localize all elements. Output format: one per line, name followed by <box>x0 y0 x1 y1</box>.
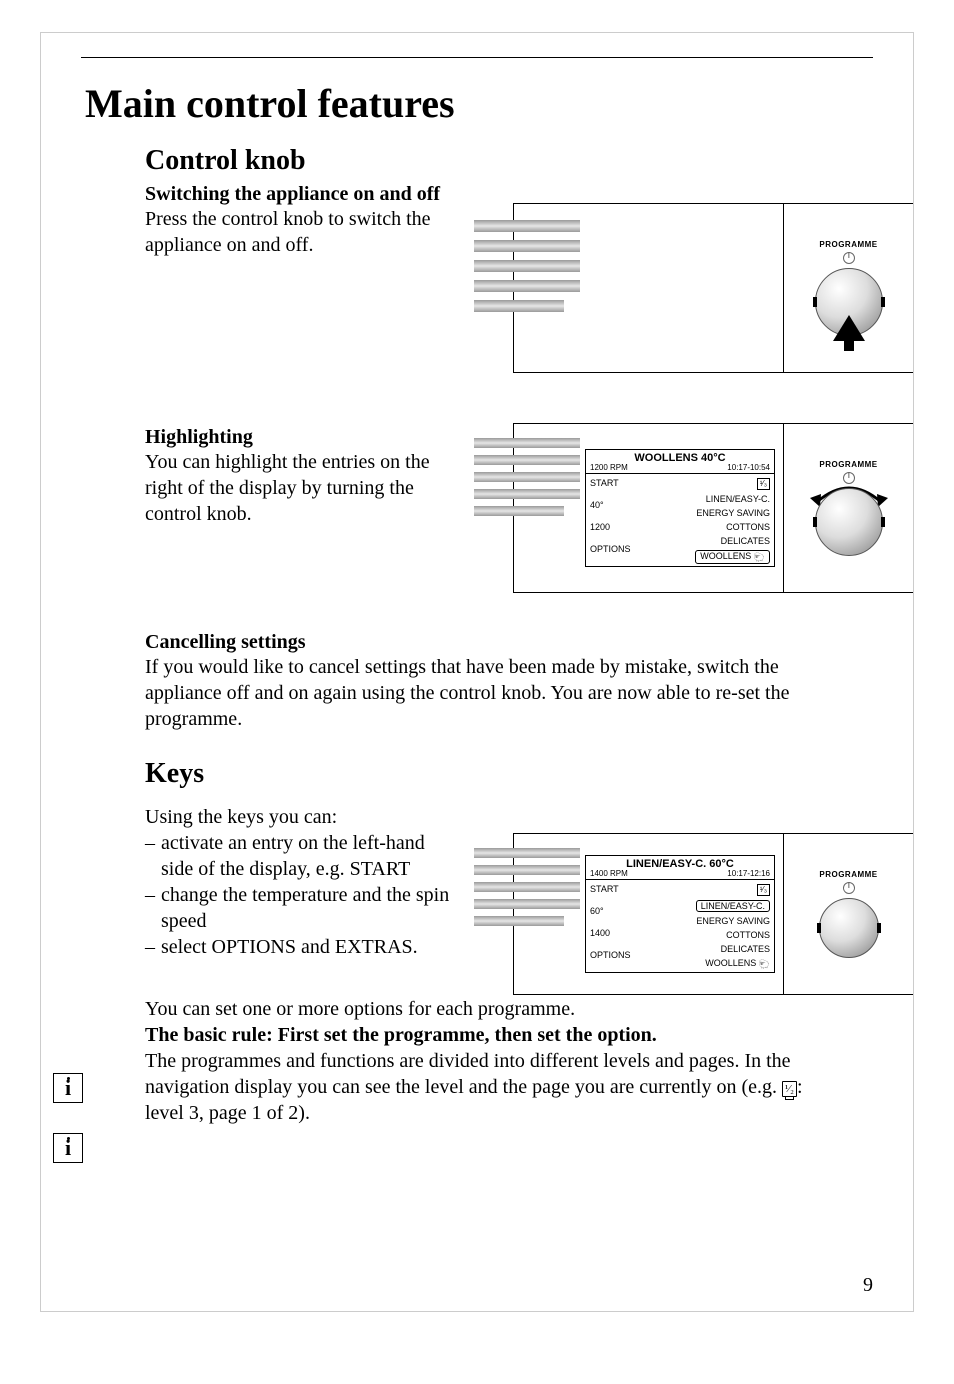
lcd-prog-3: DELICATES <box>644 942 774 956</box>
highlighting-text: You can highlight the entries on the rig… <box>145 449 455 527</box>
lcd-prog-2: COTTONS <box>644 928 774 942</box>
list-item: –change the temperature and the spin spe… <box>145 882 455 934</box>
main-heading: Main control features <box>85 80 873 127</box>
lcd-temp: 60° <box>586 898 644 920</box>
lcd-left-col: START 40° 1200 OPTIONS <box>586 474 644 566</box>
knob-press-figure: PROGRAMME <box>513 203 913 373</box>
wool-icon: 🐑 <box>759 959 770 970</box>
lcd-options: OPTIONS <box>586 942 644 964</box>
lcd-temp: 40° <box>586 492 644 514</box>
lcd-body: START 40° 1200 OPTIONS ¹⁄₃ LINEN/EASY-C.… <box>586 474 774 566</box>
lcd-left-col: START 60° 1400 OPTIONS <box>586 880 644 972</box>
lcd-start: START <box>586 880 644 898</box>
lcd-start: START <box>586 474 644 492</box>
keys-heading: Keys <box>145 758 873 790</box>
button-bars-icon <box>474 848 580 926</box>
button-bars-icon <box>474 438 580 516</box>
knob-figure-left <box>514 204 784 372</box>
lcd-prog-2: ENERGY SAVING <box>644 506 774 520</box>
list-item: –select OPTIONS and EXTRAS. <box>145 934 455 960</box>
lcd-last: WOOLLENS 🐑 <box>644 956 774 972</box>
level-icon: ¹⁄₂ <box>782 1081 797 1097</box>
lcd-prog-4: DELICATES <box>644 534 774 548</box>
power-icon <box>843 252 855 264</box>
control-knob-heading: Control knob <box>145 145 873 177</box>
knob-dial-icon <box>815 268 883 336</box>
nav-icon: ¹⁄₃ <box>757 478 770 490</box>
display-highlight-figure: WOOLLENS 40°C 1200 RPM 10:17-10:54 START… <box>513 423 913 593</box>
page-number: 9 <box>863 1274 873 1297</box>
cancelling-heading: Cancelling settings <box>145 631 873 654</box>
document-page: Main control features Control knob Switc… <box>40 32 914 1312</box>
lcd-rpm: 1200 RPM <box>590 463 628 472</box>
display-keys-figure: LINEN/EASY-C. 60°C 1400 RPM 10:17-12:16 … <box>513 833 913 995</box>
knob-figure-right: PROGRAMME <box>784 424 913 592</box>
info-icon: i <box>53 1133 83 1163</box>
display-fig-left: LINEN/EASY-C. 60°C 1400 RPM 10:17-12:16 … <box>514 834 784 994</box>
knob-dial-icon <box>815 488 883 556</box>
arrow-up-icon <box>833 315 865 341</box>
power-icon <box>843 882 855 894</box>
lcd-display: LINEN/EASY-C. 60°C 1400 RPM 10:17-12:16 … <box>585 855 775 973</box>
programme-label: PROGRAMME <box>819 460 877 469</box>
lcd-spin: 1400 <box>586 920 644 942</box>
note-1-line-2: The basic rule: First set the programme,… <box>145 1022 845 1048</box>
lcd-header: WOOLLENS 40°C 1200 RPM 10:17-10:54 <box>586 450 774 474</box>
lcd-right-col: ¹⁄₃ LINEN/EASY-C. ENERGY SAVING COTTONS … <box>644 880 774 972</box>
lcd-time: 10:17-10:54 <box>727 463 770 472</box>
lcd-time: 10:17-12:16 <box>727 869 770 878</box>
programme-label: PROGRAMME <box>819 240 877 249</box>
lcd-prog-3: COTTONS <box>644 520 774 534</box>
knob-figure-right: PROGRAMME <box>784 834 913 994</box>
knob-figure-right: PROGRAMME <box>784 204 913 372</box>
info-icon: i <box>53 1073 83 1103</box>
lcd-prog-1: ENERGY SAVING <box>644 914 774 928</box>
lcd-rpm: 1400 RPM <box>590 869 628 878</box>
top-rule <box>81 57 873 58</box>
cancelling-text: If you would like to cancel settings tha… <box>145 654 845 732</box>
display-fig-left: WOOLLENS 40°C 1200 RPM 10:17-10:54 START… <box>514 424 784 592</box>
list-item-text: select OPTIONS and EXTRAS. <box>161 934 418 960</box>
programme-label: PROGRAMME <box>819 870 877 879</box>
lcd-body: START 60° 1400 OPTIONS ¹⁄₃ LINEN/EASY-C.… <box>586 880 774 972</box>
lcd-header: LINEN/EASY-C. 60°C 1400 RPM 10:17-12:16 <box>586 856 774 880</box>
note-1-line-1: You can set one or more options for each… <box>145 996 845 1022</box>
note-2: The programmes and functions are divided… <box>145 1048 845 1126</box>
lcd-right-col: ¹⁄₃ LINEN/EASY-C. ENERGY SAVING COTTONS … <box>644 474 774 566</box>
nav-icon: ¹⁄₃ <box>757 884 770 896</box>
list-item: –activate an entry on the left-hand side… <box>145 830 455 882</box>
knob-dial-icon <box>819 898 879 958</box>
lcd-spin: 1200 <box>586 514 644 536</box>
lcd-selected: WOOLLENS 🐑 <box>695 550 770 564</box>
lcd-options: OPTIONS <box>586 536 644 558</box>
switching-text: Press the control knob to switch the app… <box>145 206 455 258</box>
note-2-part-a: The programmes and functions are divided… <box>145 1050 791 1098</box>
list-item-text: activate an entry on the left-hand side … <box>161 830 455 882</box>
lcd-selected: LINEN/EASY-C. <box>696 900 770 912</box>
wool-icon: 🐑 <box>754 552 765 563</box>
button-bars-icon <box>474 220 580 312</box>
lcd-display: WOOLLENS 40°C 1200 RPM 10:17-10:54 START… <box>585 449 775 567</box>
keys-intro: Using the keys you can: <box>145 804 455 830</box>
lcd-prog-1: LINEN/EASY-C. <box>644 492 774 506</box>
list-item-text: change the temperature and the spin spee… <box>161 882 455 934</box>
